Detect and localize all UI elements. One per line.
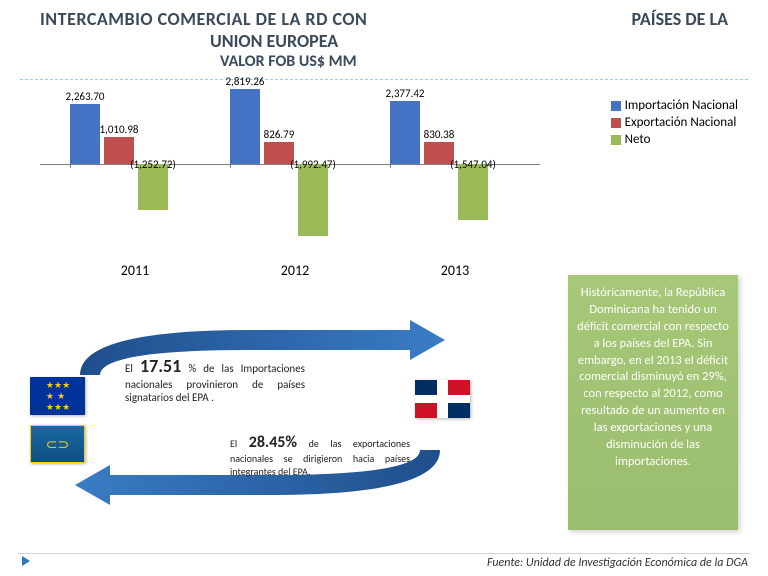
title-separator — [20, 79, 748, 80]
bar-value-label: (1,252.72) — [128, 158, 178, 171]
stat1-pre: El — [125, 362, 140, 375]
year-label: 2013 — [380, 262, 530, 279]
bar-group: 2,819.26826.79(1,992.47) — [220, 84, 370, 244]
bar-value-label: 2,377.42 — [380, 87, 430, 100]
footer-separator — [18, 553, 750, 554]
stat2-pct: 28.45% — [249, 433, 297, 452]
footer-triangle-icon — [22, 556, 30, 566]
stat2-pre: El — [230, 437, 249, 450]
year-label: 2011 — [60, 262, 210, 279]
bar — [458, 164, 488, 220]
info-box: Históricamente, la República Dominicana … — [568, 275, 738, 530]
bar-value-label: 1,010.98 — [94, 123, 144, 136]
title-right: PAÍSES DE LA — [632, 8, 728, 30]
bar-value-label: (1,992.47) — [288, 158, 338, 171]
bar — [298, 164, 328, 236]
legend-swatch — [611, 101, 621, 111]
year-label: 2012 — [220, 262, 370, 279]
dr-flag-icon — [415, 380, 470, 418]
bar-value-label: 2,819.26 — [220, 75, 270, 88]
legend-swatch — [611, 135, 621, 145]
bar-value-label: 826.79 — [254, 128, 304, 141]
legend-item: Importación Nacional — [611, 98, 738, 113]
cariforum-flag-icon: ⊂⊃ — [30, 425, 85, 463]
source-footer: Fuente: Unidad de Investigación Económic… — [487, 556, 748, 570]
bar-value-label: 830.38 — [414, 128, 464, 141]
bar-value-label: 2,263.70 — [60, 90, 110, 103]
legend-item: Exportación Nacional — [611, 115, 738, 130]
bar — [230, 89, 260, 164]
eu-flag-icon: ★ ★ ★★ ★★ ★ ★ — [30, 377, 85, 415]
legend-item: Neto — [611, 132, 738, 147]
bar-group: 2,377.42 830.38 (1,547.04) — [380, 84, 530, 244]
stat-imports: El 17.51 % de las Importaciones nacional… — [125, 355, 305, 405]
legend-label: Exportación Nacional — [625, 115, 737, 130]
title-line3: VALOR FOB US$ MM — [220, 52, 748, 71]
legend-swatch — [611, 118, 621, 128]
bar-value-label: (1,547.04) — [448, 158, 498, 171]
legend-label: Importación Nacional — [625, 98, 738, 113]
flow-diagram: ★ ★ ★★ ★★ ★ ★ ⊂⊃ El 17.51 % de las Impor… — [30, 325, 530, 515]
stat1-pct: 17.51 — [140, 355, 181, 377]
legend-label: Neto — [625, 132, 651, 147]
stat-exports: El 28.45% de las exportaciones nacionale… — [230, 433, 410, 478]
title-line2: UNION EUROPEA — [210, 30, 748, 52]
bar-group: 2,263.70 1,010.98 (1,252.72) — [60, 84, 210, 244]
chart-legend: Importación Nacional Exportación Nacional… — [611, 98, 738, 149]
